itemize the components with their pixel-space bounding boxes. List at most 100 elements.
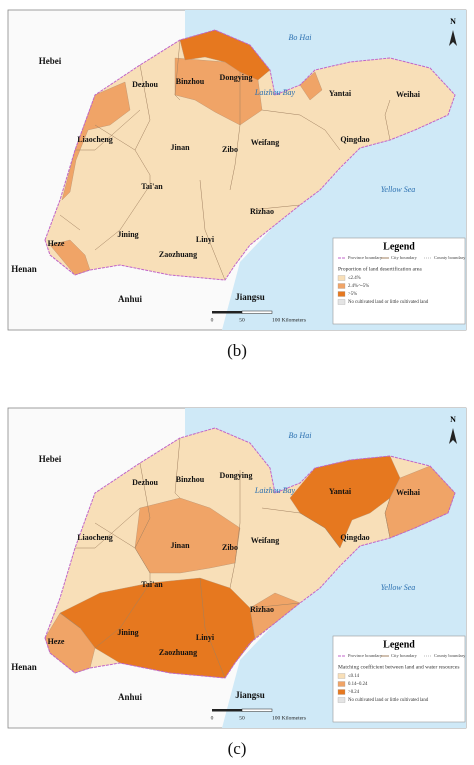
north-arrow — [449, 30, 457, 46]
place-label: Jining — [117, 628, 138, 637]
legend-swatch — [337, 697, 346, 703]
map-panel: Bo Hai Hebei Dezhou Binzhou DongyingLaizhou … — [7, 407, 467, 758]
place-label: Dongying — [220, 471, 253, 480]
place-label: Jining — [117, 230, 138, 239]
place-label: Dezhou — [132, 80, 158, 89]
legend-item-label: 0.14~0.24 — [348, 682, 368, 687]
north-arrow — [449, 428, 457, 444]
city-boundary — [249, 602, 301, 609]
place-label: Yantai — [329, 89, 352, 98]
scale-label: 0 — [211, 317, 214, 323]
place-label: Dezhou — [132, 478, 158, 487]
province-boundary — [44, 29, 456, 281]
boundary-label: County boundary — [434, 255, 466, 260]
scale-bar — [212, 311, 242, 314]
place-label: Weihai — [396, 488, 421, 497]
legend-item-label: >5% — [348, 292, 357, 297]
place-label: Hebei — [39, 56, 62, 66]
place-label: Henan — [11, 264, 37, 274]
scale-bar — [241, 310, 273, 314]
city-boundary — [199, 577, 226, 679]
legend-item-label: 2.4%～5% — [348, 284, 369, 289]
city-boundary — [229, 72, 241, 191]
scale-label: 50 — [239, 317, 245, 323]
city-boundary — [59, 612, 81, 629]
place-label: Rizhao — [250, 207, 274, 216]
legend-item-label: ≤2.4% — [348, 276, 361, 281]
place-label: Liaocheng — [77, 533, 113, 542]
north-label: N — [450, 415, 456, 424]
legend-box — [332, 237, 466, 325]
city-boundary — [59, 214, 81, 231]
place-label: Qingdao — [340, 533, 369, 542]
place-label: Linyi — [196, 633, 215, 642]
city-boundary — [229, 470, 241, 589]
place-label: Heze — [48, 637, 65, 646]
city-boundary — [174, 437, 181, 499]
region — [59, 577, 256, 679]
city-boundary — [174, 39, 181, 101]
place-label: Jinan — [170, 541, 190, 550]
legend-title: Legend — [383, 639, 415, 650]
map-panel: Bo Hai Hebei Dezhou Binzhou DongyingLaizhou … — [7, 9, 467, 360]
city-boundary — [384, 99, 391, 141]
legend-item-label: >0.24 — [348, 690, 360, 695]
place-label: Jiangsu — [235, 292, 265, 302]
boundary-label: City boundary — [391, 255, 418, 260]
place-label: Weihai — [396, 90, 421, 99]
place-label: Linyi — [196, 235, 215, 244]
scale-bar — [241, 708, 273, 712]
legend-item-label: No cultivated land or little cultivated … — [348, 698, 429, 703]
place-label: Laizhou Bay — [254, 88, 296, 97]
scale-label: 50 — [239, 715, 245, 721]
place-label: Yellow Sea — [381, 185, 416, 194]
place-label: Heze — [48, 239, 65, 248]
place-label: Tai'an — [141, 182, 163, 191]
legend-swatch — [337, 283, 346, 289]
legend-item-label: ≤0.14 — [348, 674, 360, 679]
scale-label: 100 Kilometers — [272, 715, 306, 721]
place-label: Jinan — [170, 143, 190, 152]
place-label: Zibo — [222, 145, 238, 154]
place-label: Bo Hai — [289, 33, 312, 42]
legend-subtitle: Proportion of land desertification area — [338, 265, 422, 272]
legend-swatch — [337, 291, 346, 297]
city-boundary — [94, 522, 136, 549]
place-label: Rizhao — [250, 605, 274, 614]
city-boundary — [199, 179, 226, 281]
region — [299, 71, 323, 101]
legend-swatch — [337, 299, 346, 305]
place-label: Jiangsu — [235, 690, 265, 700]
legend-swatch — [337, 681, 346, 687]
boundary-label: Province boundary — [348, 653, 383, 658]
legend-swatch — [337, 275, 346, 281]
place-label: Yantai — [329, 487, 352, 496]
place-label: Qingdao — [340, 135, 369, 144]
province-boundary — [44, 427, 456, 679]
place-label: Liaocheng — [77, 135, 113, 144]
place-label: Henan — [11, 662, 37, 672]
place-label: Hebei — [39, 454, 62, 464]
scale-label: 100 Kilometers — [272, 317, 306, 323]
place-label: Anhui — [118, 294, 143, 304]
panel-label: (b) — [227, 341, 247, 360]
city-boundary — [261, 507, 341, 549]
boundary-label: City boundary — [391, 653, 418, 658]
city-boundary — [384, 497, 391, 539]
city-boundary — [94, 184, 151, 251]
place-label: Bo Hai — [289, 431, 312, 440]
place-label: Tai'an — [141, 580, 163, 589]
legend-box — [332, 635, 466, 723]
legend-swatch — [337, 689, 346, 695]
legend-swatch — [337, 673, 346, 679]
legend-subtitle: Matching coefficient between land and wa… — [338, 663, 459, 670]
boundary-label: County boundary — [434, 653, 466, 658]
province — [45, 30, 455, 280]
city-boundary — [94, 582, 151, 649]
city-boundary — [249, 204, 301, 211]
place-label: Zibo — [222, 543, 238, 552]
legend-title: Legend — [383, 241, 415, 252]
